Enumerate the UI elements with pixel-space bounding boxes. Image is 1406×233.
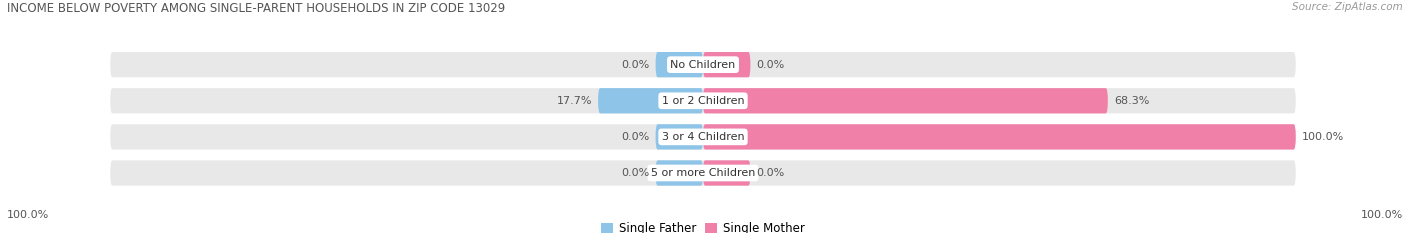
FancyBboxPatch shape [655, 52, 703, 77]
FancyBboxPatch shape [703, 160, 751, 186]
Text: 3 or 4 Children: 3 or 4 Children [662, 132, 744, 142]
Text: 68.3%: 68.3% [1114, 96, 1149, 106]
FancyBboxPatch shape [110, 160, 1296, 186]
FancyBboxPatch shape [110, 52, 1296, 77]
Text: 100.0%: 100.0% [1361, 210, 1403, 220]
FancyBboxPatch shape [703, 88, 1108, 113]
Text: 100.0%: 100.0% [1302, 132, 1344, 142]
Text: 0.0%: 0.0% [756, 60, 785, 70]
FancyBboxPatch shape [703, 124, 1296, 150]
Text: 17.7%: 17.7% [557, 96, 592, 106]
Text: 1 or 2 Children: 1 or 2 Children [662, 96, 744, 106]
Text: 0.0%: 0.0% [621, 60, 650, 70]
FancyBboxPatch shape [110, 124, 1296, 150]
Text: 0.0%: 0.0% [756, 168, 785, 178]
Text: Source: ZipAtlas.com: Source: ZipAtlas.com [1292, 2, 1403, 12]
FancyBboxPatch shape [655, 160, 703, 186]
Text: INCOME BELOW POVERTY AMONG SINGLE-PARENT HOUSEHOLDS IN ZIP CODE 13029: INCOME BELOW POVERTY AMONG SINGLE-PARENT… [7, 2, 505, 15]
FancyBboxPatch shape [110, 88, 1296, 113]
FancyBboxPatch shape [703, 52, 751, 77]
Legend: Single Father, Single Mother: Single Father, Single Mother [596, 218, 810, 233]
Text: 0.0%: 0.0% [621, 132, 650, 142]
Text: 5 or more Children: 5 or more Children [651, 168, 755, 178]
FancyBboxPatch shape [598, 88, 703, 113]
Text: No Children: No Children [671, 60, 735, 70]
FancyBboxPatch shape [655, 124, 703, 150]
Text: 100.0%: 100.0% [7, 210, 49, 220]
Text: 0.0%: 0.0% [621, 168, 650, 178]
